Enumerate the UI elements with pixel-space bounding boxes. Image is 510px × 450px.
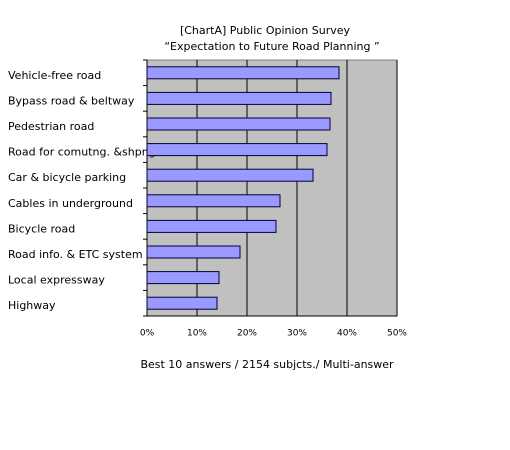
bar — [146, 117, 331, 131]
y-tick-label: Bicycle road — [8, 222, 75, 235]
chart-title: [ChartA] Public Opinion Survey — [180, 24, 351, 37]
y-tick-label: Highway — [8, 299, 56, 312]
y-tick-label: Cables in underground — [8, 197, 133, 210]
y-tick-label: Pedestrian road — [8, 120, 94, 133]
x-tick-label: 10% — [187, 329, 207, 339]
bar — [146, 194, 281, 208]
y-tick-label: Road for comutng. &shpng. — [8, 146, 159, 159]
y-tick-label: Local expressway — [8, 274, 105, 287]
x-tick-label: 50% — [387, 329, 407, 339]
y-tick-label: Car & bicycle parking — [8, 171, 126, 184]
x-tick-label: 20% — [237, 329, 257, 339]
chart-caption: Best 10 answers / 2154 subjcts./ Multi-a… — [140, 358, 394, 371]
x-tick-label: 0% — [140, 329, 155, 339]
bar — [146, 66, 340, 80]
y-tick-label: Road info. & ETC system — [8, 248, 143, 261]
x-tick-label: 40% — [337, 329, 357, 339]
bar — [146, 219, 277, 233]
bar — [146, 245, 241, 259]
bar — [146, 271, 220, 285]
bar — [146, 91, 332, 105]
bar — [146, 168, 314, 182]
y-tick-label: Vehicle-free road — [8, 69, 101, 82]
chart-subtitle: “Expectation to Future Road Planning ” — [164, 40, 379, 53]
x-tick-label: 30% — [287, 329, 307, 339]
y-tick-label: Bypass road & beltway — [8, 94, 135, 107]
bar — [146, 143, 328, 157]
bar — [146, 296, 218, 310]
